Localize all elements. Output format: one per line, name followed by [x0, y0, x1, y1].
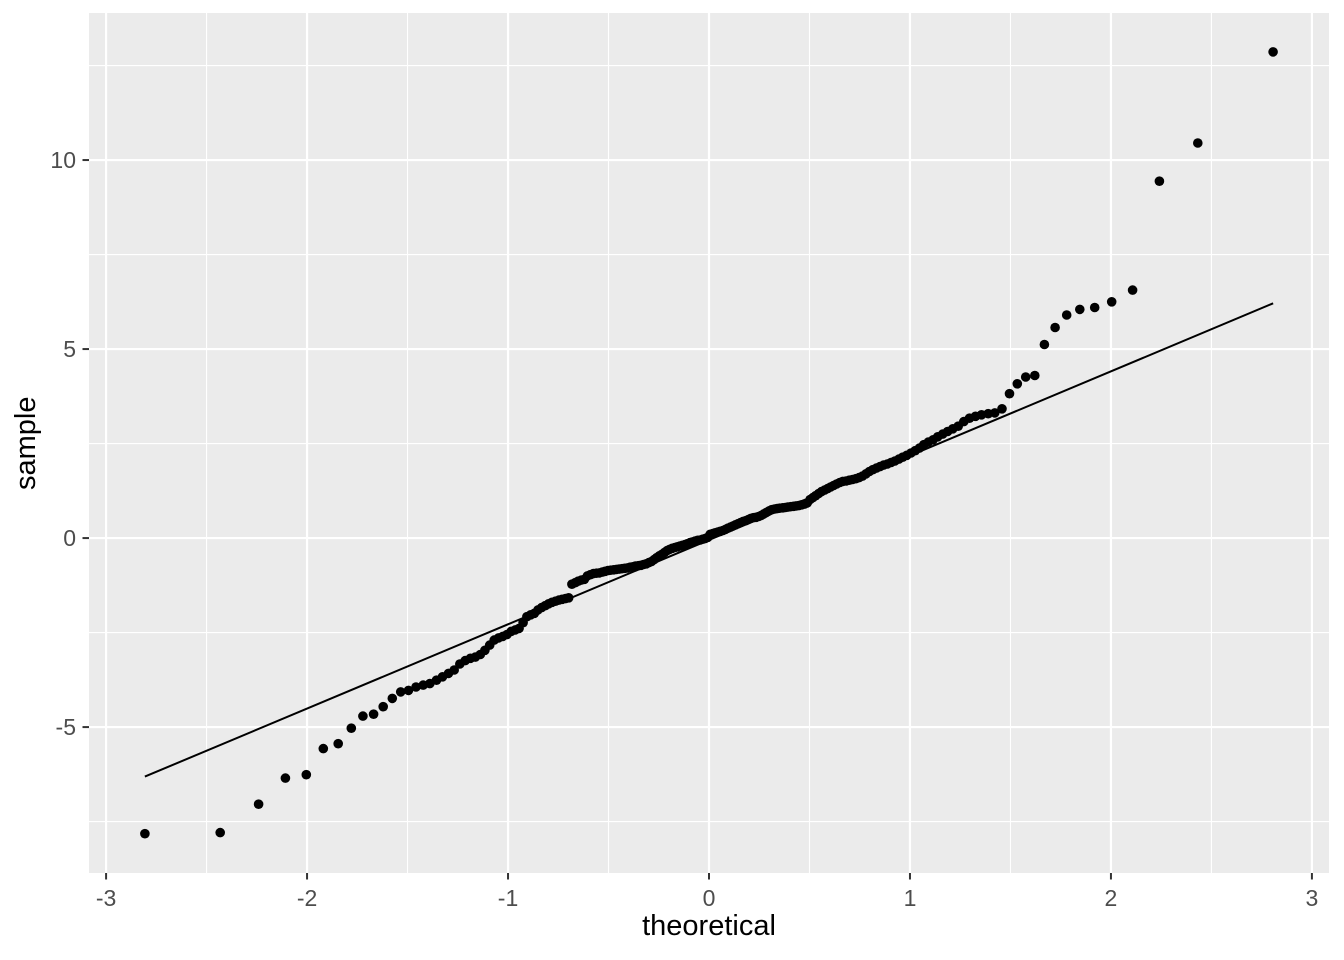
data-point: [990, 408, 1000, 418]
data-point: [1193, 138, 1203, 148]
data-point: [449, 665, 460, 675]
data-point: [1154, 176, 1165, 186]
data-point: [997, 404, 1007, 414]
data-point: [140, 828, 150, 839]
data-point: [1030, 370, 1040, 381]
data-point: [1020, 372, 1031, 382]
y-tick-label: -5: [56, 714, 76, 740]
data-point: [378, 701, 389, 712]
x-tick-label: -3: [96, 885, 116, 911]
x-axis-title: theoretical: [642, 910, 776, 942]
data-point: [1039, 339, 1050, 350]
y-tick-label: 0: [63, 525, 76, 551]
y-tick-label: 10: [50, 147, 76, 173]
data-point: [563, 593, 574, 603]
data-point: [403, 685, 414, 696]
data-point: [1089, 302, 1100, 313]
data-point: [395, 687, 406, 697]
data-point: [1268, 47, 1278, 57]
data-point: [333, 738, 344, 749]
data-point: [301, 769, 312, 780]
data-point: [1106, 297, 1117, 307]
x-tick-label: -1: [498, 885, 518, 911]
data-point: [253, 799, 264, 809]
data-point: [280, 773, 291, 783]
data-point: [215, 827, 225, 838]
y-axis-title: sample: [10, 396, 42, 490]
x-tick-label: 1: [904, 885, 917, 911]
data-point: [387, 693, 398, 704]
data-point: [1061, 310, 1072, 320]
x-tick-label: 2: [1105, 885, 1118, 911]
data-point: [1050, 322, 1060, 333]
data-point: [1127, 285, 1138, 295]
data-point: [1004, 388, 1015, 399]
x-tick-label: 0: [703, 885, 716, 911]
data-point: [346, 723, 357, 733]
data-point: [318, 743, 329, 754]
y-tick-label: 5: [63, 336, 76, 362]
data-point: [1012, 379, 1023, 389]
data-point: [368, 709, 379, 719]
data-point: [411, 682, 421, 692]
data-point: [358, 711, 368, 721]
x-tick-label: 3: [1306, 885, 1319, 911]
x-tick-label: -2: [297, 885, 317, 911]
data-point: [1075, 304, 1085, 315]
